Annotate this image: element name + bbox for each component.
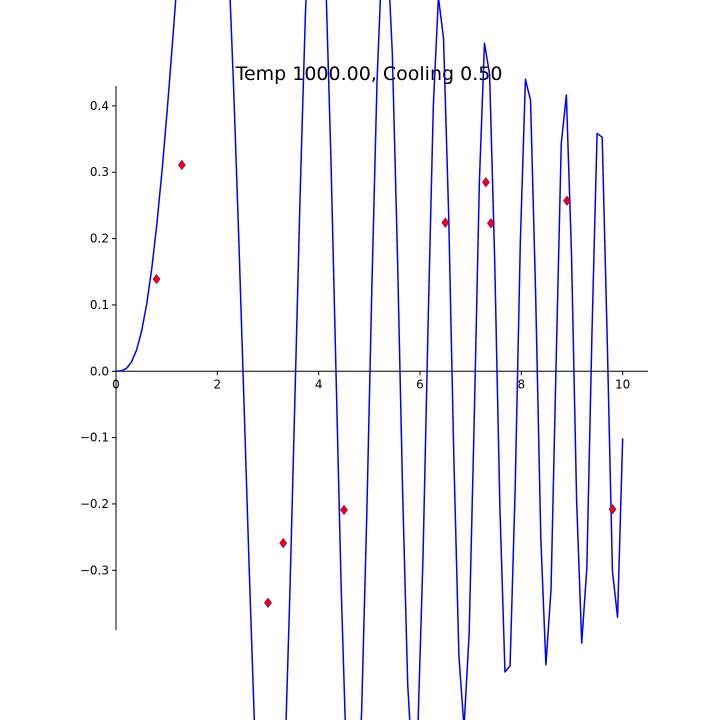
y-tick-label: 0.3 [90,165,109,179]
x-axis-ticks: 0 2 4 6 8 10 [112,371,630,391]
data-point-marker [487,218,495,229]
data-point-marker [152,273,161,285]
data-point-marker [340,504,348,516]
x-tick-label: 6 [416,377,424,391]
data-point-marker [264,597,272,608]
data-point-marker [279,537,288,549]
x-tick-label: 10 [615,377,630,391]
x-tick-label: 4 [315,377,323,391]
y-axis-ticks: −0.3 −0.2 −0.1 0.0 0.1 0.2 0.3 0.4 [80,99,116,577]
axes [115,86,648,630]
data-point-marker [608,504,617,515]
data-point-marker [441,217,450,228]
x-tick-label: 0 [112,377,120,391]
data-point-marker [177,159,186,171]
chart-title: Temp 1000.00, Cooling 0.50 [235,63,503,85]
y-tick-label: 0.1 [90,298,109,312]
y-tick-label: −0.2 [80,497,109,511]
data-point-marker [563,195,571,206]
line-layer [115,0,624,720]
x-tick-label: 8 [518,377,526,391]
y-tick-label: 0.4 [90,99,109,113]
series-line [115,0,624,720]
y-tick-label: −0.3 [80,563,109,577]
y-tick-label: 0.0 [90,364,109,378]
data-point-marker [481,177,490,188]
y-tick-label: 0.2 [90,232,109,246]
x-tick-label: 2 [214,377,222,391]
y-tick-label: −0.1 [80,431,109,445]
marker-layer [152,159,617,608]
